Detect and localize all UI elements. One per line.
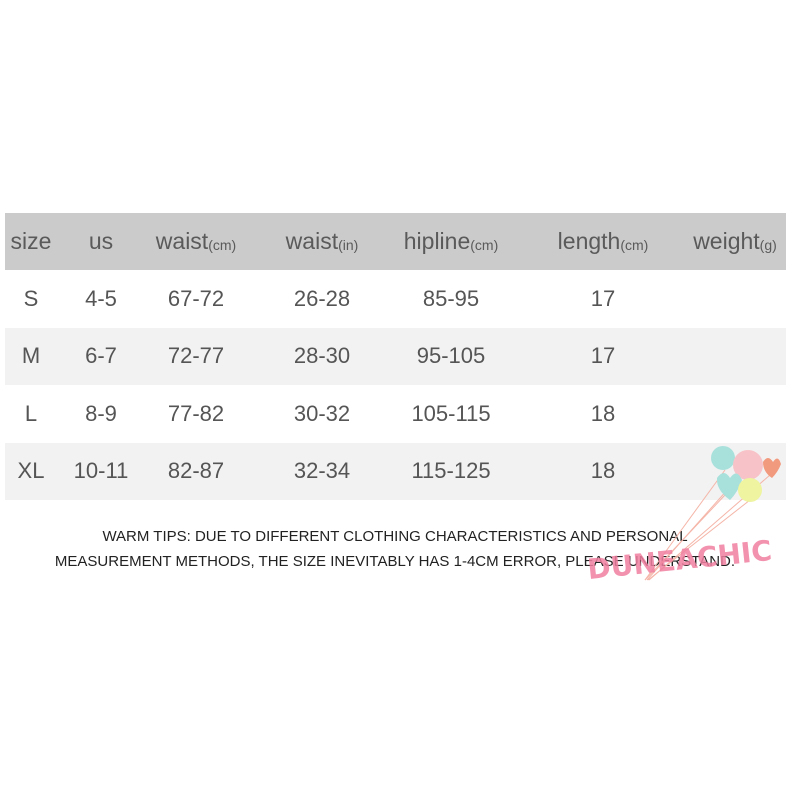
table-cell: 67-72 xyxy=(167,285,225,311)
table-cell: L xyxy=(24,400,38,426)
heart-balloon-icon xyxy=(716,473,742,500)
table-cell: 26-28 xyxy=(293,285,351,311)
table-cell: 105-115 xyxy=(411,400,491,426)
column-header: length (cm) xyxy=(558,213,649,270)
table-cell: 77-82 xyxy=(167,400,225,426)
table-row: M 6-7 72-77 28-30 95-105 17 xyxy=(5,327,786,385)
table-row: L 8-9 77-82 30-32 105-115 18 xyxy=(5,385,786,443)
header-row: size us waist (cm) waist (in) hipline (cm) lengt… xyxy=(5,213,786,270)
size-chart-table: size us waist (cm) waist (in) hipline (cm) lengt… xyxy=(5,213,786,500)
table-cell: 95-105 xyxy=(416,343,486,369)
table-cell: 28-30 xyxy=(293,343,351,369)
table-cell: XL xyxy=(17,458,45,484)
table-cell: 17 xyxy=(590,343,616,369)
column-header: weight (g) xyxy=(693,213,777,270)
column-header: us xyxy=(89,213,113,270)
header-label: hipline xyxy=(403,228,471,254)
table-cell: 6-7 xyxy=(85,343,117,369)
table-cell: 72-77 xyxy=(167,343,225,369)
column-header: waist (in) xyxy=(286,213,359,270)
table-cell: 17 xyxy=(590,285,616,311)
balloon-icon xyxy=(711,446,735,470)
column-header: waist (cm) xyxy=(156,213,236,270)
header-unit: (g) xyxy=(759,236,777,253)
header-label: us xyxy=(88,228,114,254)
header-unit: (in) xyxy=(338,236,359,253)
table-cell: 32-34 xyxy=(293,458,351,484)
table-cell: 85-95 xyxy=(422,285,480,311)
balloon-logo: DUNEACHIC xyxy=(586,446,781,586)
warm-tips-line-1: WARM TIPS: DUE TO DIFFERENT CLOTHING CHA… xyxy=(102,528,688,545)
heart-balloon-icon xyxy=(763,458,781,478)
balloon-icon xyxy=(738,478,762,502)
table-cell: 115-125 xyxy=(411,458,491,484)
table-row: XL 10-11 82-87 32-34 115-125 18 xyxy=(5,442,786,500)
balloon-icon xyxy=(733,450,763,480)
header-label: weight xyxy=(693,228,760,254)
table-cell: 10-11 xyxy=(73,458,129,484)
header-unit: (cm) xyxy=(470,236,499,253)
table-row: S 4-5 67-72 26-28 85-95 17 xyxy=(5,270,786,328)
warm-tips-line-2: MEASUREMENT METHODS, THE SIZE INEVITABLY… xyxy=(54,553,736,570)
table-cell: 18 xyxy=(590,458,616,484)
header-label: waist xyxy=(285,228,339,254)
table-cell: M xyxy=(21,343,41,369)
table-cell: 30-32 xyxy=(293,400,351,426)
watermark-text: DUNEACHIC xyxy=(586,534,774,586)
table-cell: 18 xyxy=(590,400,616,426)
header-unit: (cm) xyxy=(620,236,649,253)
header-label: waist xyxy=(155,228,209,254)
column-header: hipline (cm) xyxy=(404,213,499,270)
header-label: size xyxy=(10,228,52,254)
table-cell: 82-87 xyxy=(167,458,225,484)
header-unit: (cm) xyxy=(208,236,237,253)
table-cell: S xyxy=(23,285,39,311)
header-label: length xyxy=(557,228,621,254)
table-cell: 4-5 xyxy=(85,285,117,311)
column-header: size xyxy=(11,213,52,270)
table-cell: 8-9 xyxy=(85,400,117,426)
